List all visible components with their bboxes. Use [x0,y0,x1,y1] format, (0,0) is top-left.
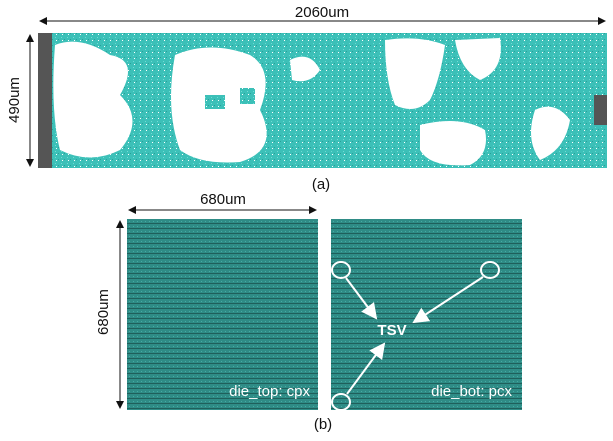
panel-label: die_bot: pcx [431,383,512,400]
die-top-image [127,219,318,410]
panel-label: die_top: cpx [229,383,310,400]
height-label: 490um [6,77,23,123]
caption: (a) [312,176,330,193]
height-label: 680um [95,289,112,335]
tsv-label: TSV [377,322,406,339]
die-image-a [38,33,607,168]
width-label: 680um [200,191,246,208]
caption: (b) [314,416,332,433]
figure: 2060um 490um (a) 680um 680um die_top: cp… [0,0,613,441]
width-label: 2060um [295,4,349,21]
